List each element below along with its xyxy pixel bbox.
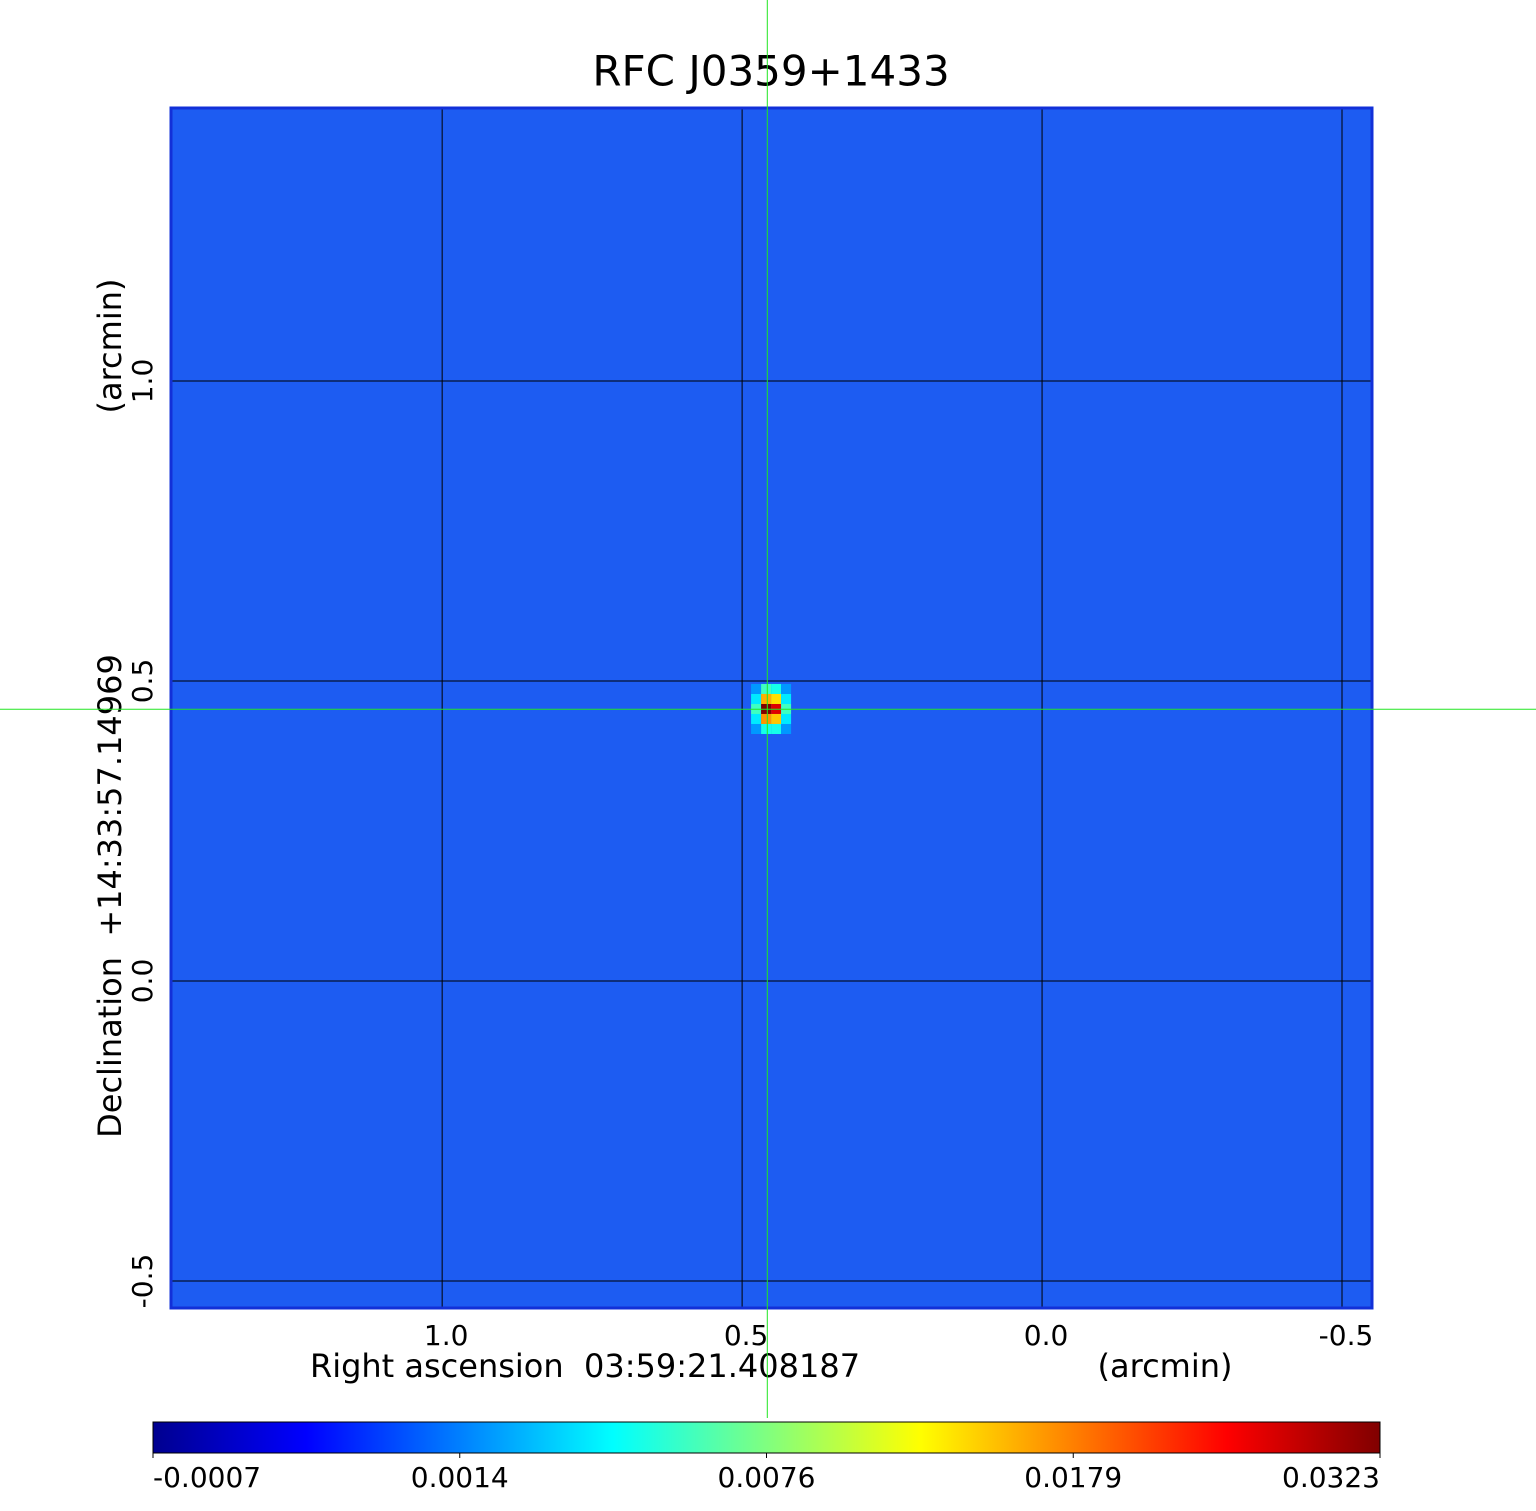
x-tick-label: 0.5 [724,1319,769,1352]
x-axis-unit: (arcmin) [1098,1347,1233,1385]
pixel-cell [781,693,792,705]
pixel-cell [781,683,792,694]
y-axis-label: Declination +14:33:57.14969 [91,654,129,1138]
colorbar-tick-label: 0.0076 [718,1461,816,1494]
x-tick-label: 1.0 [424,1319,469,1352]
y-axis-unit: (arcmin) [91,279,129,414]
pixel-cell [761,683,772,694]
chart-title: RFC J0359+1433 [592,47,949,96]
colorbar-tick-label: 0.0014 [411,1461,509,1494]
pixel-cell [771,723,782,735]
plot-border [169,106,1374,1310]
x-tick-label: -0.5 [1319,1319,1374,1352]
pixel-cell [751,713,762,724]
pixel-cell [761,713,772,724]
pixel-cell [761,693,772,705]
colorbar [152,1421,1381,1454]
pixel-cell [751,723,762,735]
colorbar-tick-label: 0.0179 [1024,1461,1122,1494]
y-tick-label: 1.0 [126,359,159,404]
pixel-cell [781,713,792,724]
pixel-cell [761,723,772,735]
x-axis-label: Right ascension 03:59:21.408187 [310,1347,860,1385]
pixel-cell [751,683,762,694]
y-tick-label: -0.5 [126,1254,159,1309]
y-tick-label: 0.5 [126,659,159,704]
pixel-cell [751,693,762,705]
x-tick-label: 0.0 [1024,1319,1069,1352]
y-tick-label: 0.0 [126,959,159,1004]
colorbar-tick-label: 0.0323 [1282,1461,1380,1494]
pixel-cell [771,683,782,694]
pixel-cell [771,713,782,724]
pixel-cell [771,693,782,705]
colorbar-tick-label: -0.0007 [153,1461,261,1494]
pixel-cell [781,723,792,735]
